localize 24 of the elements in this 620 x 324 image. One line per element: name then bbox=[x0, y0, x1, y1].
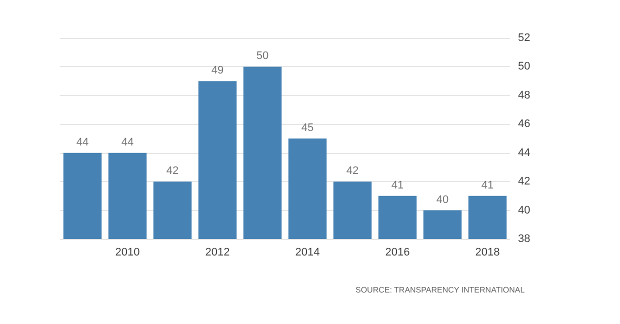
y-tick-label: 44 bbox=[518, 146, 530, 159]
data-label: 41 bbox=[481, 179, 494, 192]
data-label: 41 bbox=[391, 179, 404, 192]
source-note: SOURCE: TRANSPARENCY INTERNATIONAL bbox=[355, 286, 526, 294]
y-tick-label: 50 bbox=[518, 60, 530, 73]
y-tick-label: 46 bbox=[518, 118, 530, 130]
data-label: 49 bbox=[211, 64, 224, 77]
y-tick-label: 38 bbox=[518, 233, 530, 245]
data-label: 44 bbox=[121, 136, 134, 148]
data-label: 50 bbox=[256, 50, 269, 62]
data-label: 42 bbox=[166, 165, 179, 178]
data-label: 42 bbox=[346, 165, 359, 178]
x-tick-label: 2016 bbox=[385, 246, 410, 258]
y-tick-label: 48 bbox=[518, 89, 530, 102]
x-tick-label: 2014 bbox=[295, 246, 320, 258]
data-label: 45 bbox=[301, 122, 314, 134]
x-tick-label: 2012 bbox=[205, 246, 230, 258]
x-tick-label: 2010 bbox=[115, 246, 140, 258]
data-label: 44 bbox=[76, 136, 89, 148]
data-label: 40 bbox=[436, 194, 449, 206]
y-tick-label: 52 bbox=[518, 32, 530, 44]
y-tick-label: 40 bbox=[518, 204, 530, 216]
y-tick-label: 42 bbox=[518, 176, 530, 188]
x-tick-label: 2018 bbox=[475, 246, 500, 258]
